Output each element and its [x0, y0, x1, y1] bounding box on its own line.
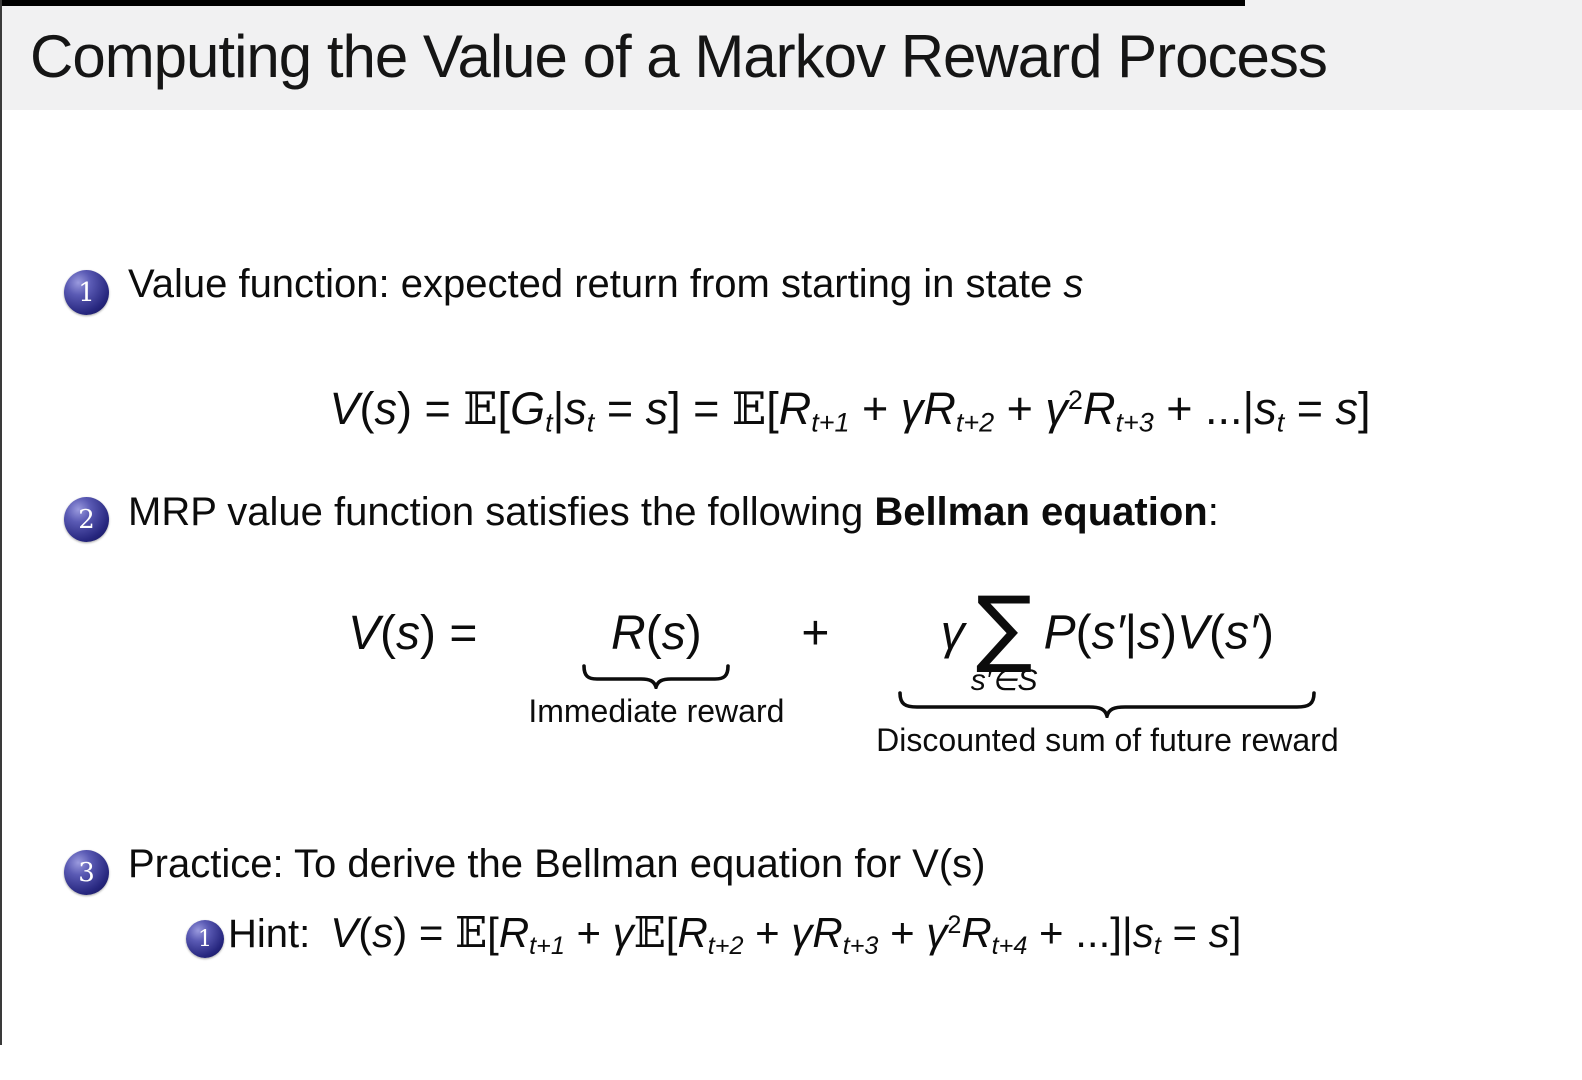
hint-row: Hint: V(s) = 𝔼[Rt+1 + γ𝔼[Rt+2 + γRt+3 + … — [228, 908, 1241, 961]
bullet-3-text: Practice: To derive the Bellman equation… — [128, 842, 985, 887]
bullet-1-number: 1 — [78, 277, 95, 308]
bellman-term2-expr: γ ∑ s′∈S P(s′|s)V(s′) — [940, 578, 1274, 697]
hint-label: Hint: — [228, 912, 311, 956]
bullet-2-ball: 2 — [64, 497, 109, 542]
slide-title: Computing the Value of a Markov Reward P… — [30, 23, 1328, 90]
underbrace-small — [582, 663, 731, 689]
bellman-future-reward-term: γ ∑ s′∈S P(s′|s)V(s′) Discounted sum of fut… — [876, 578, 1338, 758]
bullet-2-number: 2 — [78, 504, 95, 535]
bullet-3-text-main: Practice: To derive the Bellman equation… — [128, 842, 986, 886]
bullet-1-text-main: Value function: expected return from sta… — [128, 262, 1064, 306]
bellman-plus-sign: + — [801, 606, 830, 660]
top-edge-bar — [0, 0, 1245, 6]
bellman-immediate-reward-term: R(s) Immediate reward — [528, 606, 784, 729]
bullet-2-text-bold: Bellman equation — [874, 490, 1208, 534]
hint-number: 1 — [198, 926, 212, 952]
bullet-1-state-var: s — [1063, 262, 1084, 306]
left-edge-line — [0, 0, 2, 1045]
hint-formula: V(s) = 𝔼[Rt+1 + γ𝔼[Rt+2 + γRt+3 + γ2Rt+4… — [330, 908, 1242, 961]
bellman-term1-expr: R(s) — [611, 606, 702, 660]
slide-header: Computing the Value of a Markov Reward P… — [0, 0, 1582, 110]
bullet-3-ball: 3 — [64, 850, 109, 895]
bullet-2-text-post: : — [1207, 490, 1219, 534]
bellman-lhs: V(s) = — [348, 606, 478, 660]
bullet-2-text-pre: MRP value function satisfies the followi… — [128, 490, 875, 534]
bullet-2-text: MRP value function satisfies the followi… — [128, 490, 1219, 535]
immediate-reward-label: Immediate reward — [528, 692, 785, 729]
hint-ball: 1 — [186, 920, 224, 958]
underbrace-large — [898, 691, 1317, 718]
value-function-formula: V(s) = 𝔼[Gt|st = s] = 𝔼[Rt+1 + γRt+2 + γ… — [329, 381, 1371, 438]
discounted-sum-label: Discounted sum of future reward — [876, 721, 1339, 758]
bullet-1-text: Value function: expected return from sta… — [128, 262, 1083, 307]
bellman-equation: V(s) = R(s) Immediate reward + γ ∑ s′∈S P(s… — [348, 578, 1339, 758]
summation-symbol: ∑ s′∈S — [970, 578, 1038, 697]
bullet-1-ball: 1 — [64, 270, 109, 315]
bullet-3-number: 3 — [78, 857, 95, 888]
